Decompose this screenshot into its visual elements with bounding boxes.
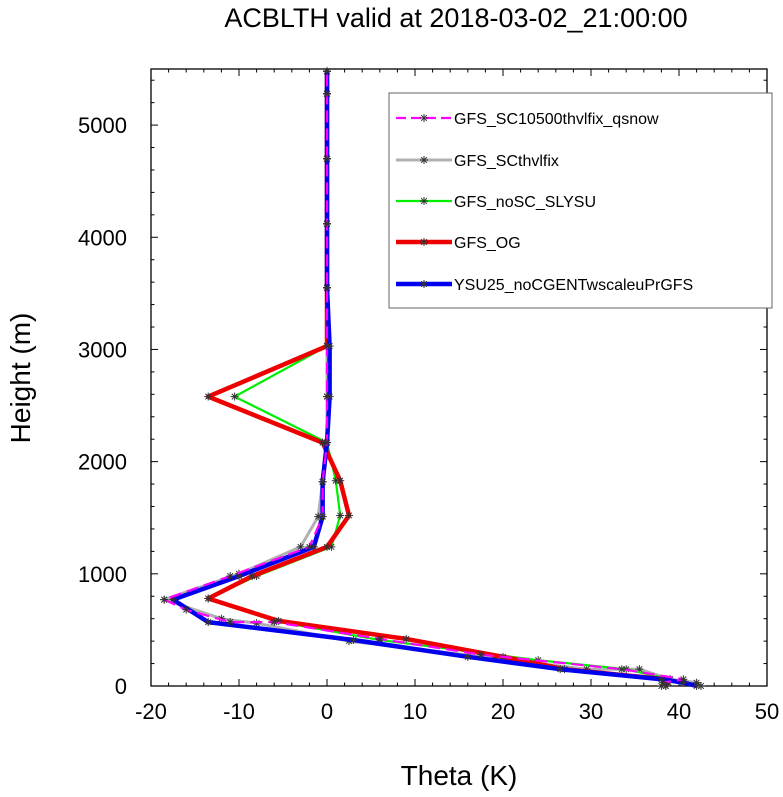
series-point-marker xyxy=(679,675,688,684)
series-point-marker xyxy=(323,89,331,98)
legend-marker xyxy=(420,156,428,164)
series-point-marker xyxy=(349,636,358,645)
series-point-marker xyxy=(336,476,345,485)
y-tick-label: 4000 xyxy=(78,225,127,250)
axis-ticks: -20 -10 0 10 20 30 40 50 0 1000 2000 3000 4000 5000 xyxy=(78,69,779,724)
legend-marker xyxy=(420,280,428,288)
y-tick-label: 3000 xyxy=(78,337,127,362)
series-point-marker xyxy=(463,652,472,661)
legend-label: GFS_SCthvlfix xyxy=(454,153,559,170)
legend-label: GFS_noSC_SLYSU xyxy=(454,194,596,211)
series-point-marker xyxy=(692,682,701,690)
series-point-marker xyxy=(248,572,257,581)
series-point-marker xyxy=(204,392,213,401)
series-point-marker xyxy=(323,154,331,163)
series-layer xyxy=(160,67,705,690)
series-point-marker xyxy=(336,511,345,520)
legend-label: GFS_SC10500thvlfix_qsnow xyxy=(454,111,659,128)
series-point-marker xyxy=(305,542,314,551)
series-point-marker xyxy=(226,618,235,627)
legend-box xyxy=(388,92,773,309)
series-point-marker xyxy=(375,634,384,643)
series-point-marker xyxy=(323,342,331,351)
legend-marker xyxy=(420,197,428,205)
legend-label: GFS_OG xyxy=(454,235,521,252)
x-tick-label: 0 xyxy=(321,699,333,724)
series-point-marker xyxy=(230,392,239,401)
series-point-marker xyxy=(323,438,331,447)
x-axis-title: Theta (K) xyxy=(401,760,518,791)
y-tick-label: 0 xyxy=(115,674,127,699)
series-line xyxy=(170,71,698,689)
series-point-marker xyxy=(204,594,213,603)
legend: GFS_SC10500thvlfix_qsnow GFS_SCthvlfix GFS… xyxy=(388,92,773,309)
series-point-marker xyxy=(477,650,485,659)
legend-label: YSU25_noCGENTwscaleuPrGFS xyxy=(454,277,693,294)
x-tick-label: 20 xyxy=(491,699,515,724)
y-tick-label: 2000 xyxy=(78,450,127,475)
series-point-marker xyxy=(296,542,305,551)
series-point-marker xyxy=(323,219,331,228)
series-point-marker xyxy=(204,618,213,627)
legend-marker xyxy=(420,114,428,122)
series-point-marker xyxy=(318,512,327,521)
series-point-marker xyxy=(659,678,668,687)
series-point-marker xyxy=(318,477,327,486)
series-point-marker xyxy=(556,665,565,674)
series-point-marker xyxy=(270,618,279,627)
x-tick-label: 40 xyxy=(667,699,691,724)
y-tick-label: 5000 xyxy=(78,113,127,138)
legend-marker xyxy=(420,238,428,246)
x-tick-label: 30 xyxy=(579,699,603,724)
series-point-marker xyxy=(323,542,331,551)
x-tick-label: 50 xyxy=(755,699,779,724)
x-tick-label: 10 xyxy=(403,699,427,724)
series-point-marker xyxy=(182,605,191,614)
plot-frame xyxy=(150,68,768,687)
series-point-marker xyxy=(617,665,626,674)
series-point-marker xyxy=(160,595,169,604)
series-point-marker xyxy=(323,392,331,401)
series-point-marker xyxy=(323,67,331,76)
x-tick-label: -10 xyxy=(223,699,255,724)
chart-title: ACBLTH valid at 2018-03-02_21:00:00 xyxy=(224,3,687,33)
y-axis-title: Height (m) xyxy=(5,313,36,444)
series-point-marker xyxy=(402,634,411,643)
y-tick-label: 1000 xyxy=(78,562,127,587)
x-tick-label: -20 xyxy=(135,699,167,724)
series-point-marker xyxy=(323,283,331,292)
series-point-marker xyxy=(345,511,353,520)
series-point-marker xyxy=(226,572,235,581)
series-line xyxy=(163,71,685,687)
